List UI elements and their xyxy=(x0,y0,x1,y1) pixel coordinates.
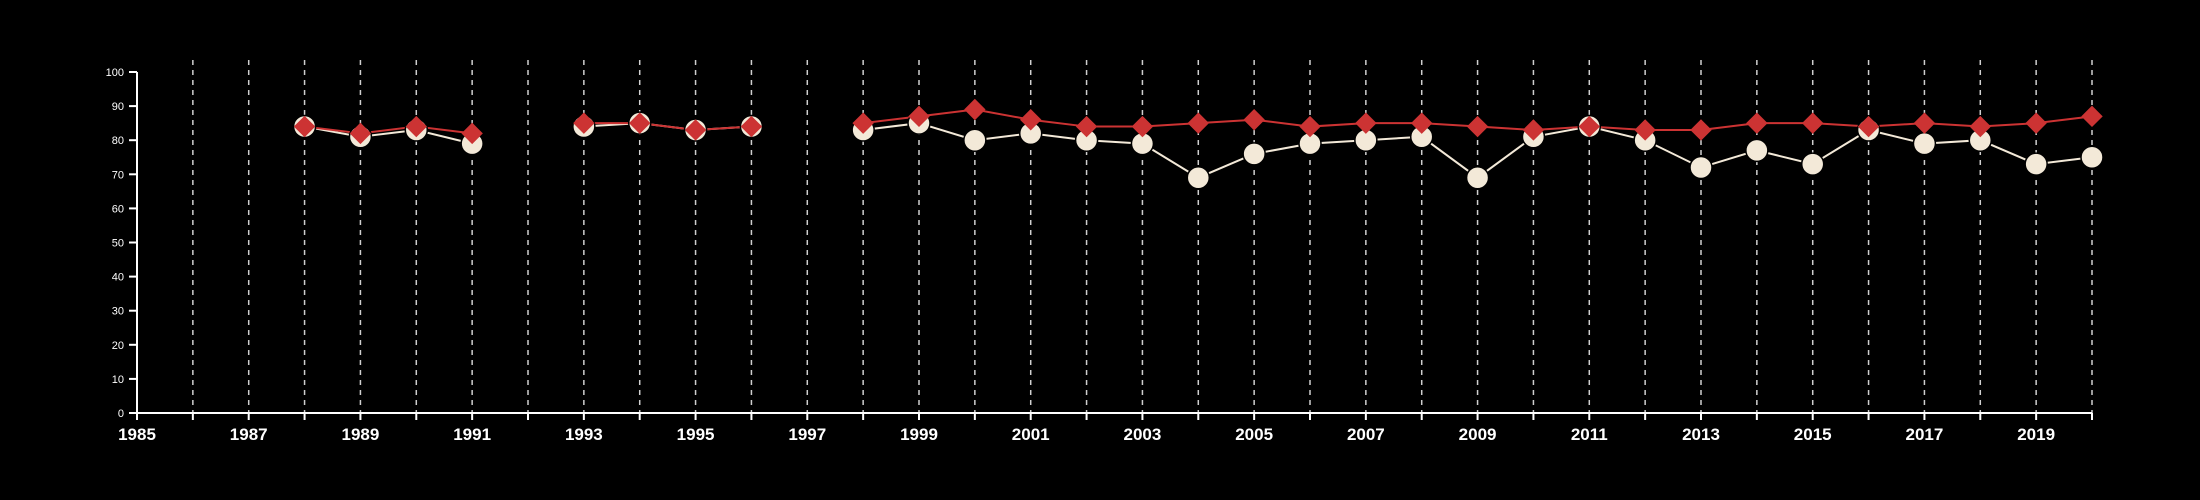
series-2-point xyxy=(852,112,874,134)
y-tick-label: 100 xyxy=(106,67,124,79)
series-2-point xyxy=(1913,112,1936,134)
y-tick-label: 90 xyxy=(112,101,124,113)
series-2-point xyxy=(1690,119,1712,141)
series-2-line xyxy=(583,122,752,131)
series-2-point xyxy=(740,115,763,138)
x-tick-label: 2009 xyxy=(1459,425,1497,444)
series-2-point xyxy=(1857,115,1880,138)
series-2-point xyxy=(1243,109,1265,131)
series-2-line xyxy=(304,125,473,135)
series-2-point xyxy=(1411,112,1433,134)
series-2-point xyxy=(2025,112,2047,134)
series-2-point xyxy=(908,105,930,128)
y-tick-label: 0 xyxy=(118,408,124,420)
x-tick-label: 2011 xyxy=(1571,425,1608,444)
series-1-point xyxy=(1800,152,1825,176)
series-2-point xyxy=(573,112,595,134)
series-2-point xyxy=(1020,109,1042,131)
x-tick-label: 2001 xyxy=(1012,425,1050,444)
series-2-point xyxy=(1299,115,1321,138)
x-tick-label: 2015 xyxy=(1794,425,1832,444)
y-tick-label: 70 xyxy=(112,169,124,181)
series-2-point xyxy=(349,122,372,145)
series-2-point xyxy=(1131,115,1154,138)
x-tick-label: 1993 xyxy=(565,425,603,444)
series-2-point xyxy=(1075,115,1098,138)
series-2-point xyxy=(1969,115,1991,138)
y-tick-label: 10 xyxy=(112,374,124,386)
series-2-point xyxy=(461,122,483,145)
series-1-point xyxy=(1912,131,1937,156)
series-2-point xyxy=(1634,119,1656,141)
x-tick-label: 1985 xyxy=(118,425,156,444)
series-2-point xyxy=(2081,105,2103,128)
x-tick-label: 2019 xyxy=(2017,425,2055,444)
x-tick-label: 1989 xyxy=(342,425,380,444)
x-tick-label: 1987 xyxy=(230,425,268,444)
series-2-point xyxy=(629,112,651,134)
y-tick-label: 50 xyxy=(112,238,124,250)
series-2-point xyxy=(405,115,427,138)
series-1-point xyxy=(1242,142,1266,166)
x-tick-label: 2017 xyxy=(1906,425,1944,444)
x-tick-label: 1999 xyxy=(900,425,938,444)
x-tick-label: 2007 xyxy=(1347,425,1385,444)
series-1-point xyxy=(1689,155,1713,180)
y-tick-label: 20 xyxy=(112,340,124,352)
x-tick-label: 1995 xyxy=(677,425,715,444)
x-tick-label: 1997 xyxy=(788,425,826,444)
series-1-point xyxy=(1465,165,1490,190)
series-2-point xyxy=(684,119,707,141)
series-2-point xyxy=(1355,112,1377,134)
series-2-point xyxy=(1578,115,1600,138)
series-2-point xyxy=(293,115,316,138)
series-markers xyxy=(292,98,2104,190)
series-2-point xyxy=(1802,112,1824,134)
series-2-point xyxy=(1522,119,1545,141)
x-tick-label: 2013 xyxy=(1682,425,1720,444)
series-1-point xyxy=(1186,165,1211,190)
x-tick-label: 2003 xyxy=(1124,425,1162,444)
series-1-line xyxy=(304,125,473,145)
y-tick-label: 80 xyxy=(112,135,124,147)
series-1-point xyxy=(963,128,987,152)
grid-lines xyxy=(192,60,2093,413)
series-1-point xyxy=(2024,152,2048,176)
x-tick-label: 2005 xyxy=(1235,425,1273,444)
series-1-point xyxy=(1745,138,1769,163)
x-tick-label: 1991 xyxy=(453,425,491,444)
y-tick-label: 40 xyxy=(112,272,124,284)
series-1-point xyxy=(2080,145,2104,169)
series-2-point xyxy=(1466,115,1489,138)
series-2-point xyxy=(1746,112,1768,134)
series-2-point xyxy=(964,98,986,121)
series-2-point xyxy=(1187,112,1209,134)
axes: 0 10 20 30 40 50 60 70 80 90 100 1985 1987 1989 1991 19… xyxy=(106,67,2093,444)
y-tick-label: 60 xyxy=(112,203,124,215)
y-tick-label: 30 xyxy=(112,306,124,318)
